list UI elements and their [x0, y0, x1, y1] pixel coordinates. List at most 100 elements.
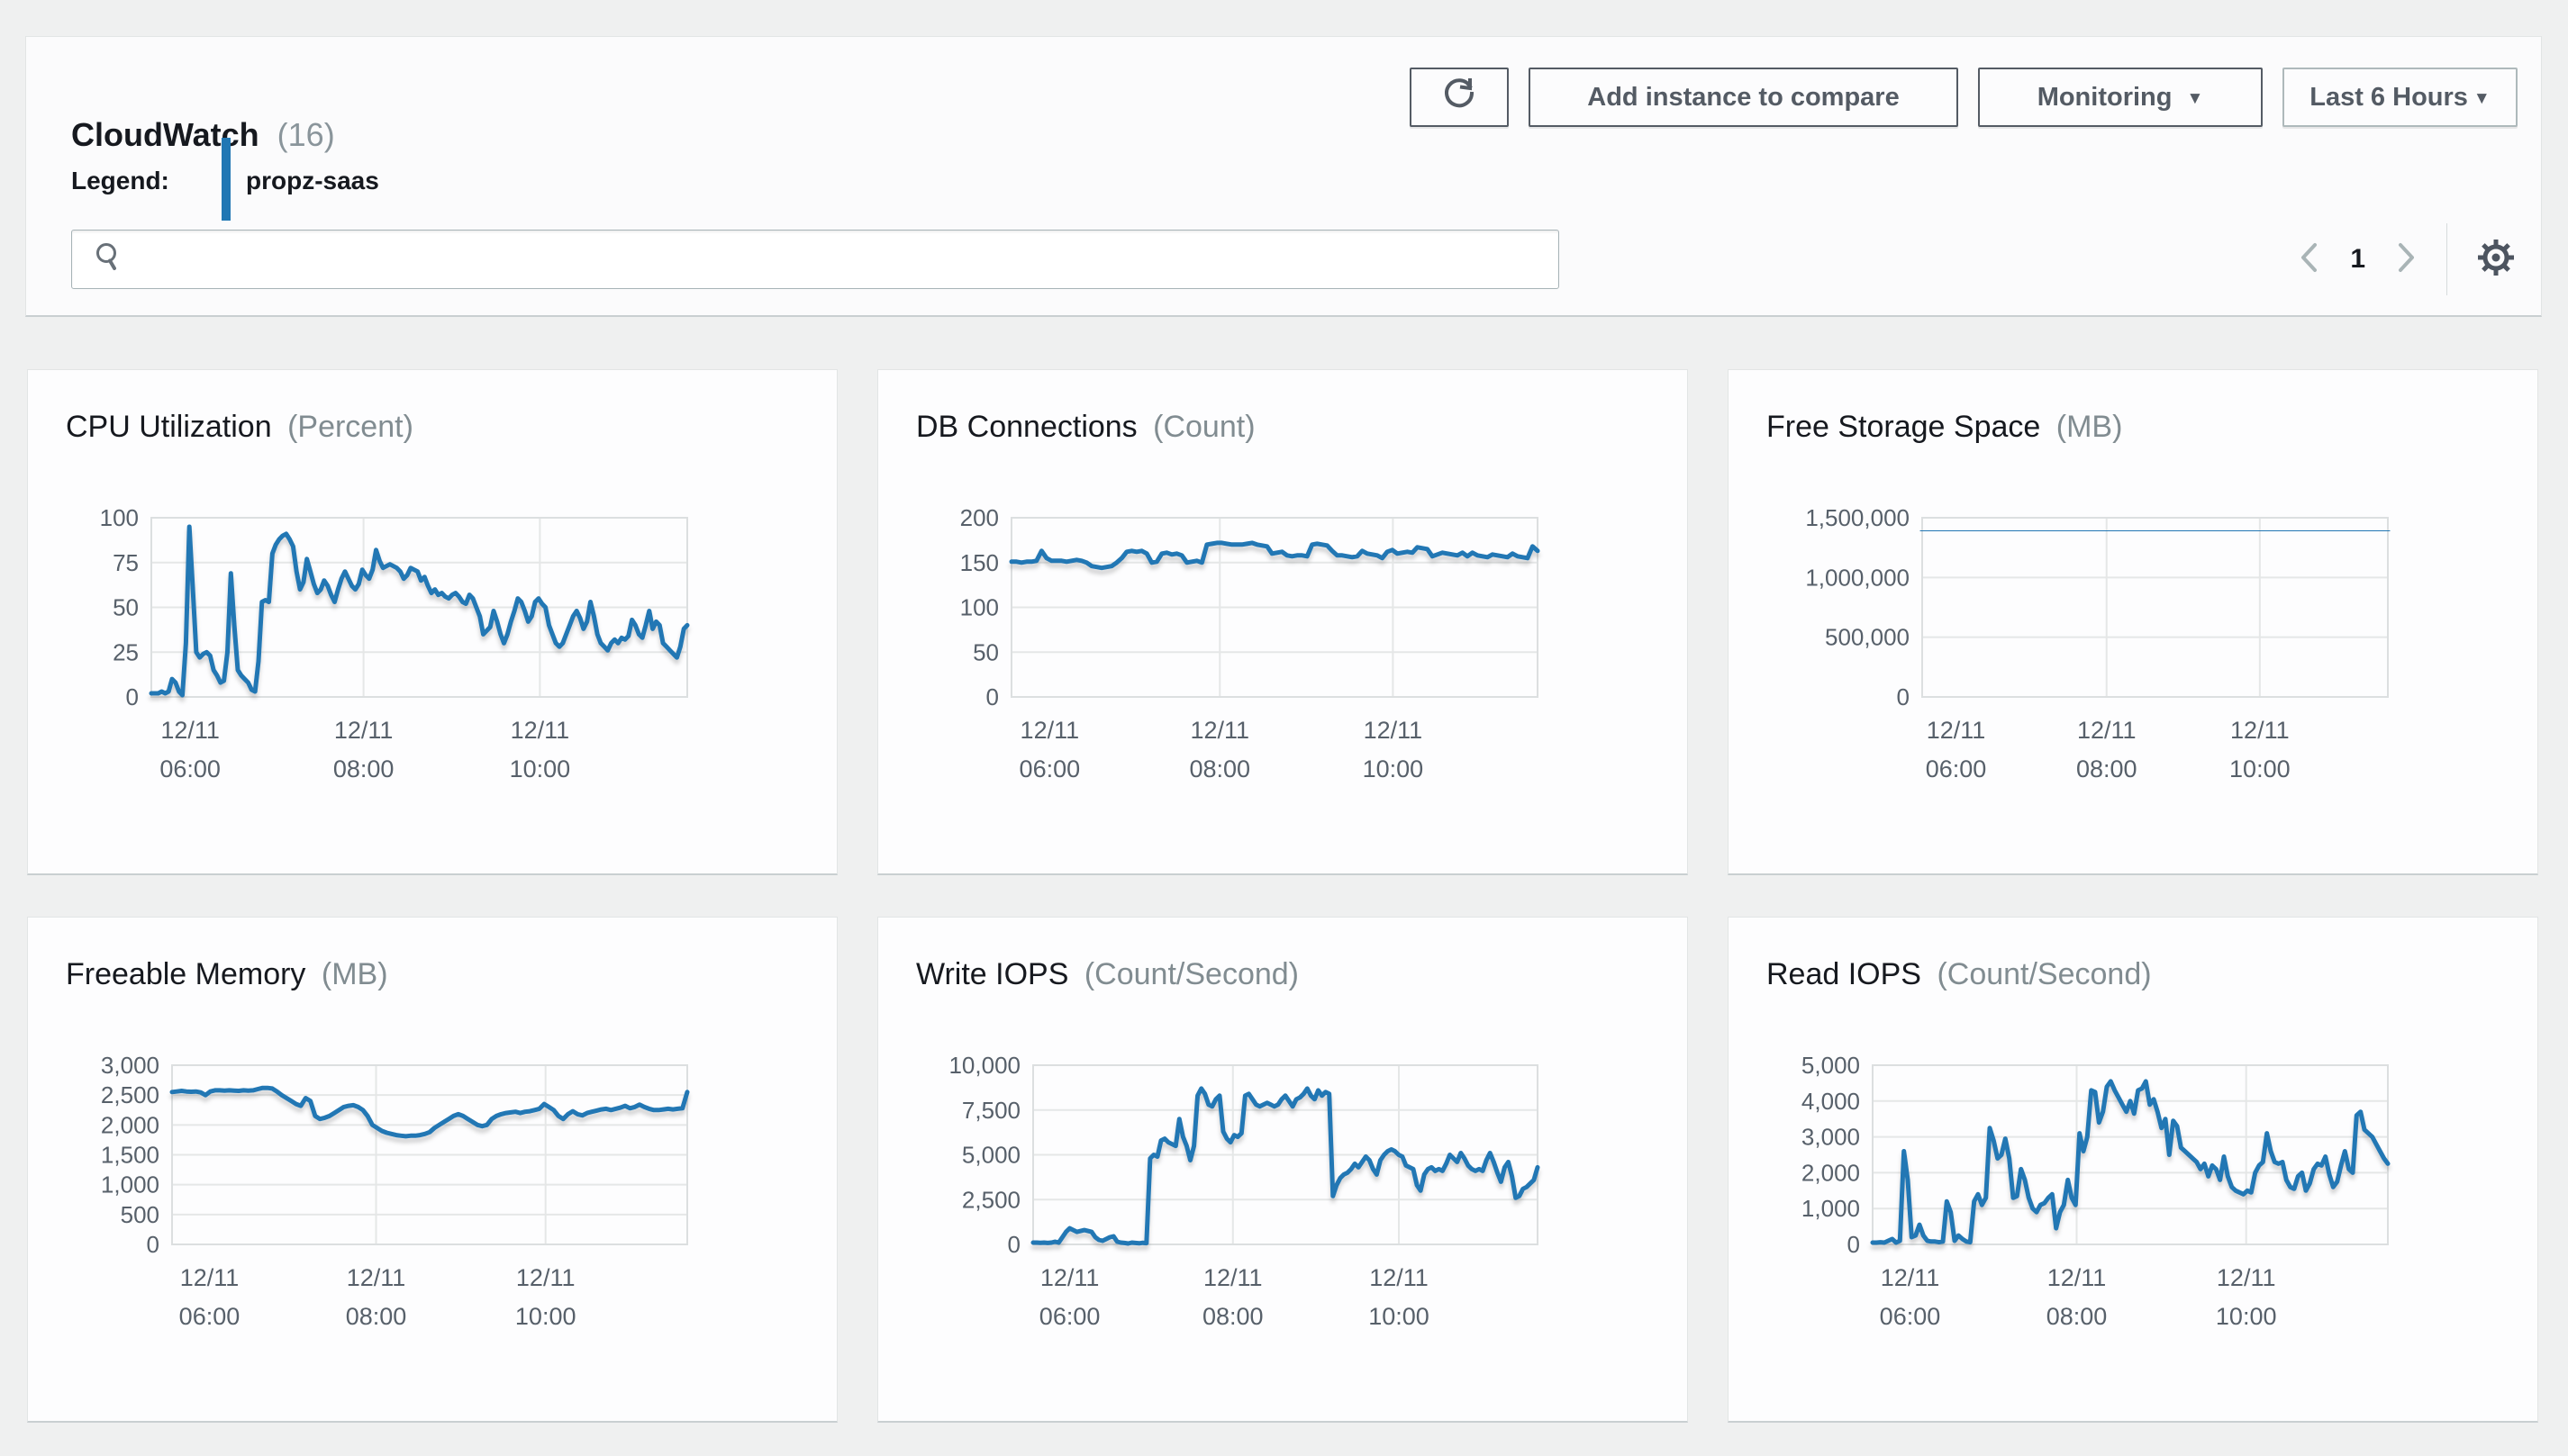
pagination-divider — [2446, 223, 2447, 295]
svg-text:12/11: 12/11 — [2077, 717, 2137, 744]
refresh-button[interactable] — [1410, 68, 1509, 127]
svg-text:3,000: 3,000 — [1801, 1124, 1860, 1151]
chart-card-free-storage-space: Free Storage Space (MB) 0 500,000 1,000,00… — [1728, 369, 2538, 875]
chevron-left-icon[interactable] — [2296, 240, 2323, 280]
caret-down-icon: ▼ — [2473, 89, 2491, 108]
legend-label: Legend: — [71, 167, 169, 194]
svg-text:5,000: 5,000 — [1801, 1052, 1860, 1079]
db-connections-chart[interactable]: 0 50 100 150 200 12/11 06:00 12/11 08:00 12/11 10:… — [878, 370, 1689, 876]
svg-text:06:00: 06:00 — [1880, 1303, 1941, 1330]
svg-text:08:00: 08:00 — [346, 1303, 407, 1330]
svg-text:12/11: 12/11 — [334, 717, 394, 744]
metric-count: (16) — [277, 116, 335, 153]
refresh-icon — [1440, 75, 1478, 120]
svg-text:10:00: 10:00 — [515, 1303, 576, 1330]
svg-text:1,000: 1,000 — [101, 1171, 159, 1198]
chart-title-text: CPU Utilization — [66, 410, 272, 444]
chart-card-cpu-utilization: CPU Utilization (Percent) 0 25 50 75 100 12/1… — [27, 369, 838, 875]
chart-title: Freeable Memory (MB) — [66, 957, 388, 992]
svg-text:100: 100 — [100, 504, 139, 531]
svg-text:10,000: 10,000 — [948, 1052, 1021, 1079]
svg-text:50: 50 — [973, 638, 999, 665]
svg-text:200: 200 — [960, 504, 999, 531]
svg-text:06:00: 06:00 — [1020, 755, 1081, 782]
svg-text:100: 100 — [960, 594, 999, 621]
svg-text:0: 0 — [986, 683, 999, 710]
pagination: 1 — [2296, 223, 2518, 295]
svg-text:08:00: 08:00 — [2076, 755, 2137, 782]
chart-unit-text: (Count/Second) — [1937, 957, 2152, 991]
write-iops-chart[interactable]: 0 2,500 5,000 7,500 10,000 12/11 06:00 12/11 08:… — [878, 918, 1689, 1424]
page-title: CloudWatch (16) — [71, 116, 335, 154]
svg-text:06:00: 06:00 — [1926, 755, 1987, 782]
svg-text:12/11: 12/11 — [2047, 1264, 2107, 1291]
svg-text:10:00: 10:00 — [1368, 1303, 1429, 1330]
svg-text:08:00: 08:00 — [1189, 755, 1250, 782]
header-toolbar: Add instance to compare Monitoring ▼ Las… — [1410, 68, 2518, 127]
chevron-right-icon[interactable] — [2392, 240, 2419, 280]
time-range-label: Last 6 Hours — [2309, 82, 2468, 112]
svg-text:06:00: 06:00 — [1039, 1303, 1101, 1330]
svg-text:08:00: 08:00 — [1202, 1303, 1264, 1330]
svg-text:7,500: 7,500 — [962, 1097, 1021, 1124]
monitoring-dropdown[interactable]: Monitoring ▼ — [1978, 68, 2263, 127]
svg-text:1,000: 1,000 — [1801, 1195, 1860, 1222]
svg-text:2,500: 2,500 — [101, 1081, 159, 1108]
free-storage-space-chart[interactable]: 0 500,000 1,000,000 1,500,000 12/11 06:00 12/1… — [1729, 370, 2539, 876]
time-range-dropdown[interactable]: Last 6 Hours ▼ — [2282, 68, 2518, 127]
chart-unit-text: (Count) — [1153, 410, 1256, 444]
svg-text:12/11: 12/11 — [1369, 1264, 1429, 1291]
svg-text:12/11: 12/11 — [160, 717, 220, 744]
cpu-utilization-chart[interactable]: 0 25 50 75 100 12/11 06:00 12/11 08:00 12/11 10:00 — [28, 370, 839, 876]
legend-color-swatch — [222, 138, 231, 221]
search-box — [71, 230, 1559, 289]
svg-text:2,000: 2,000 — [101, 1111, 159, 1138]
chart-unit-text: (MB) — [321, 957, 388, 991]
chart-title-text: Freeable Memory — [66, 957, 306, 991]
svg-text:10:00: 10:00 — [1363, 755, 1424, 782]
read-iops-chart[interactable]: 0 1,000 2,000 3,000 4,000 5,000 12/11 06:00 12/1… — [1729, 918, 2539, 1424]
chart-unit-text: (Count/Second) — [1084, 957, 1299, 991]
chart-grid: CPU Utilization (Percent) 0 25 50 75 100 12/1… — [27, 369, 2538, 1423]
header-panel: CloudWatch (16) Legend: propz-saas Add i… — [25, 36, 2542, 317]
svg-text:12/11: 12/11 — [516, 1264, 576, 1291]
svg-text:12/11: 12/11 — [1881, 1264, 1940, 1291]
svg-text:500: 500 — [121, 1201, 159, 1228]
svg-text:10:00: 10:00 — [2216, 1303, 2277, 1330]
chart-title-text: Write IOPS — [916, 957, 1069, 991]
gear-icon[interactable] — [2474, 236, 2518, 284]
svg-text:1,500: 1,500 — [101, 1142, 159, 1169]
svg-text:12/11: 12/11 — [2217, 1264, 2276, 1291]
svg-text:12/11: 12/11 — [1021, 717, 1080, 744]
chart-unit-text: (MB) — [2055, 410, 2123, 444]
chart-unit-text: (Percent) — [287, 410, 413, 444]
search-input[interactable] — [126, 231, 1558, 288]
chart-card-db-connections: DB Connections (Count) 0 50 100 150 200 12/11… — [877, 369, 1688, 875]
svg-text:2,500: 2,500 — [962, 1186, 1021, 1213]
svg-text:12/11: 12/11 — [1190, 717, 1249, 744]
page-title-text: CloudWatch — [71, 116, 259, 153]
svg-text:25: 25 — [113, 638, 139, 665]
svg-text:0: 0 — [126, 683, 139, 710]
add-instance-label: Add instance to compare — [1587, 82, 1900, 112]
svg-text:10:00: 10:00 — [510, 755, 571, 782]
chart-title: CPU Utilization (Percent) — [66, 410, 413, 445]
chart-title-text: Free Storage Space — [1766, 410, 2041, 444]
svg-text:3,000: 3,000 — [101, 1052, 159, 1079]
chart-title: DB Connections (Count) — [916, 410, 1256, 445]
svg-text:12/11: 12/11 — [511, 717, 570, 744]
svg-text:08:00: 08:00 — [2046, 1303, 2108, 1330]
svg-text:500,000: 500,000 — [1825, 624, 1910, 651]
svg-text:1,000,000: 1,000,000 — [1805, 564, 1910, 591]
svg-text:08:00: 08:00 — [333, 755, 395, 782]
chart-card-write-iops: Write IOPS (Count/Second) 0 2,500 5,000 7,5… — [877, 917, 1688, 1423]
chart-title-text: Read IOPS — [1766, 957, 1921, 991]
chart-title-text: DB Connections — [916, 410, 1138, 444]
chart-card-freeable-memory: Freeable Memory (MB) 0 500 1,000 1,500 2,000… — [27, 917, 838, 1423]
add-instance-button[interactable]: Add instance to compare — [1529, 68, 1958, 127]
caret-down-icon: ▼ — [2186, 89, 2204, 108]
chart-title: Free Storage Space (MB) — [1766, 410, 2122, 445]
svg-text:50: 50 — [113, 594, 139, 621]
svg-text:150: 150 — [960, 549, 999, 576]
